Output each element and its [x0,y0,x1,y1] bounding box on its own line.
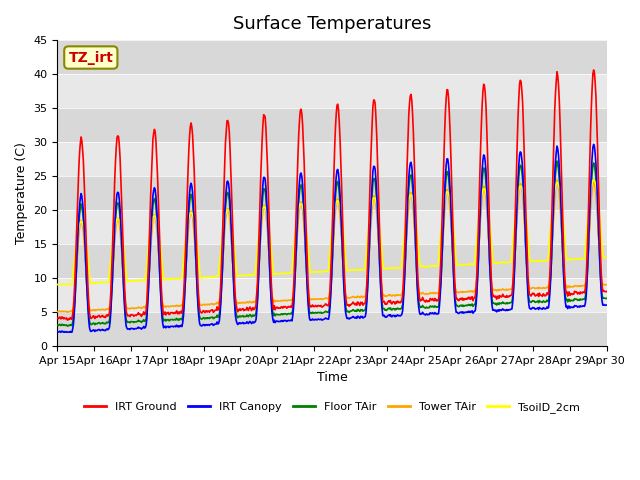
Bar [58,312,607,346]
Bar [58,108,607,142]
Bar [58,278,607,312]
Text: TZ_irt: TZ_irt [68,50,113,64]
Bar [58,74,607,108]
Title: Surface Temperatures: Surface Temperatures [233,15,431,33]
Y-axis label: Temperature (C): Temperature (C) [15,142,28,244]
Bar [58,40,607,74]
Legend: IRT Ground, IRT Canopy, Floor TAir, Tower TAir, TsoilD_2cm: IRT Ground, IRT Canopy, Floor TAir, Towe… [80,397,584,417]
Bar [58,176,607,210]
Bar [58,142,607,176]
X-axis label: Time: Time [317,371,348,384]
Bar [58,244,607,278]
Bar [58,210,607,244]
